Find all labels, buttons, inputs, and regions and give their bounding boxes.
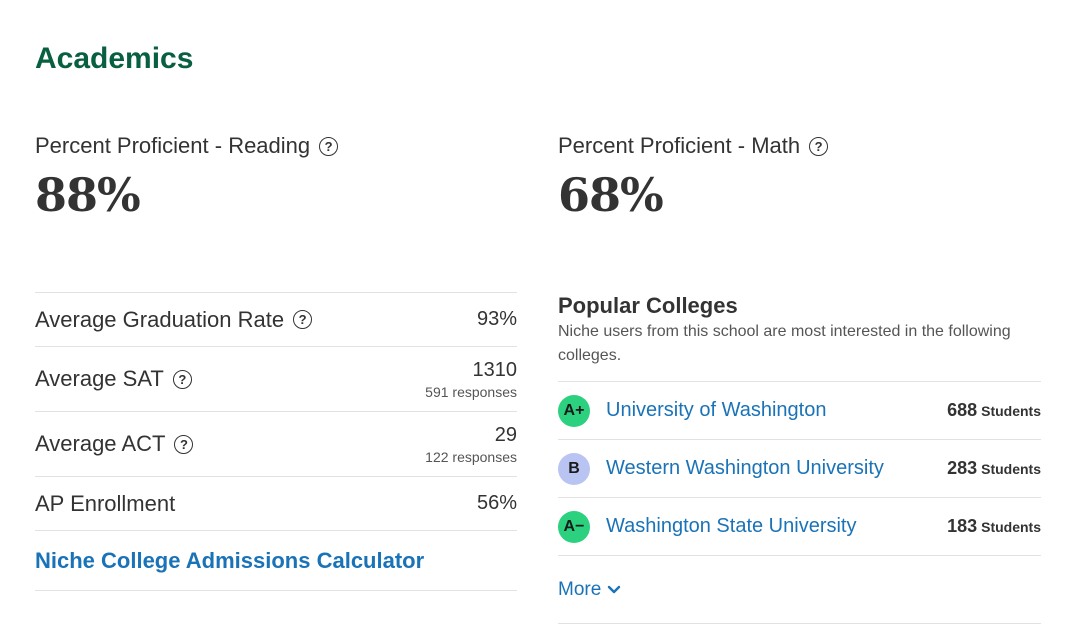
chevron-down-icon xyxy=(608,585,621,593)
admissions-calculator-link[interactable]: Niche College Admissions Calculator xyxy=(35,530,517,591)
college-row: A− Washington State University 183 Studen… xyxy=(558,497,1041,555)
academic-factsheet: Average Graduation Rate ? 93% Average SA… xyxy=(35,292,517,591)
student-unit: Students xyxy=(981,519,1041,535)
ap-enrollment-row: AP Enrollment 56% xyxy=(35,476,517,530)
help-icon[interactable]: ? xyxy=(293,310,313,329)
ap-enrollment-label: AP Enrollment xyxy=(35,490,176,516)
graduation-rate-row: Average Graduation Rate ? 93% xyxy=(35,292,517,346)
college-link[interactable]: Washington State University xyxy=(606,515,857,537)
reading-proficiency: Percent Proficient - Reading ? 88% xyxy=(35,128,339,222)
student-unit: Students xyxy=(981,403,1041,419)
more-label: More xyxy=(558,578,602,600)
help-icon[interactable]: ? xyxy=(319,136,339,156)
student-count: 688 xyxy=(947,400,978,420)
act-value: 29 xyxy=(494,423,517,446)
popular-colleges-title: Popular Colleges xyxy=(558,293,738,318)
sat-responses: 591 responses xyxy=(425,383,517,400)
college-row: B Western Washington University 283 Stude… xyxy=(558,439,1041,497)
act-label: Average ACT xyxy=(35,431,166,456)
reading-label: Percent Proficient - Reading xyxy=(35,133,311,158)
more-button[interactable]: More xyxy=(558,579,621,601)
graduation-rate-label: Average Graduation Rate xyxy=(35,306,285,332)
student-unit: Students xyxy=(981,461,1041,477)
student-count: 283 xyxy=(947,458,978,478)
graduation-rate-value: 93% xyxy=(476,308,517,330)
grade-badge: A+ xyxy=(558,394,590,427)
college-link[interactable]: University of Washington xyxy=(606,399,827,421)
ap-enrollment-value: 56% xyxy=(476,492,517,514)
reading-value: 88% xyxy=(35,168,141,222)
sat-row: Average SAT ? 1310 591 responses xyxy=(35,346,517,411)
popular-colleges-description: Niche users from this school are most in… xyxy=(558,323,1011,364)
student-count: 183 xyxy=(947,516,978,536)
math-label: Percent Proficient - Math xyxy=(558,133,801,158)
popular-colleges: Popular Colleges Niche users from this s… xyxy=(558,292,1041,624)
act-row: Average ACT ? 29 122 responses xyxy=(35,411,517,476)
help-icon[interactable]: ? xyxy=(174,434,194,454)
more-row: More xyxy=(558,555,1041,624)
math-value: 68% xyxy=(558,168,664,222)
grade-badge: B xyxy=(558,452,590,485)
college-row: A+ University of Washington 688 Students xyxy=(558,381,1041,439)
college-link[interactable]: Western Washington University xyxy=(606,457,884,479)
grade-badge: A− xyxy=(558,510,590,543)
section-title: Academics xyxy=(35,42,194,75)
act-responses: 122 responses xyxy=(425,448,517,465)
sat-value: 1310 xyxy=(472,358,518,381)
help-icon[interactable]: ? xyxy=(809,136,829,156)
help-icon[interactable]: ? xyxy=(172,369,192,389)
sat-label: Average SAT xyxy=(35,366,164,391)
math-proficiency: Percent Proficient - Math ? 68% xyxy=(558,128,829,222)
